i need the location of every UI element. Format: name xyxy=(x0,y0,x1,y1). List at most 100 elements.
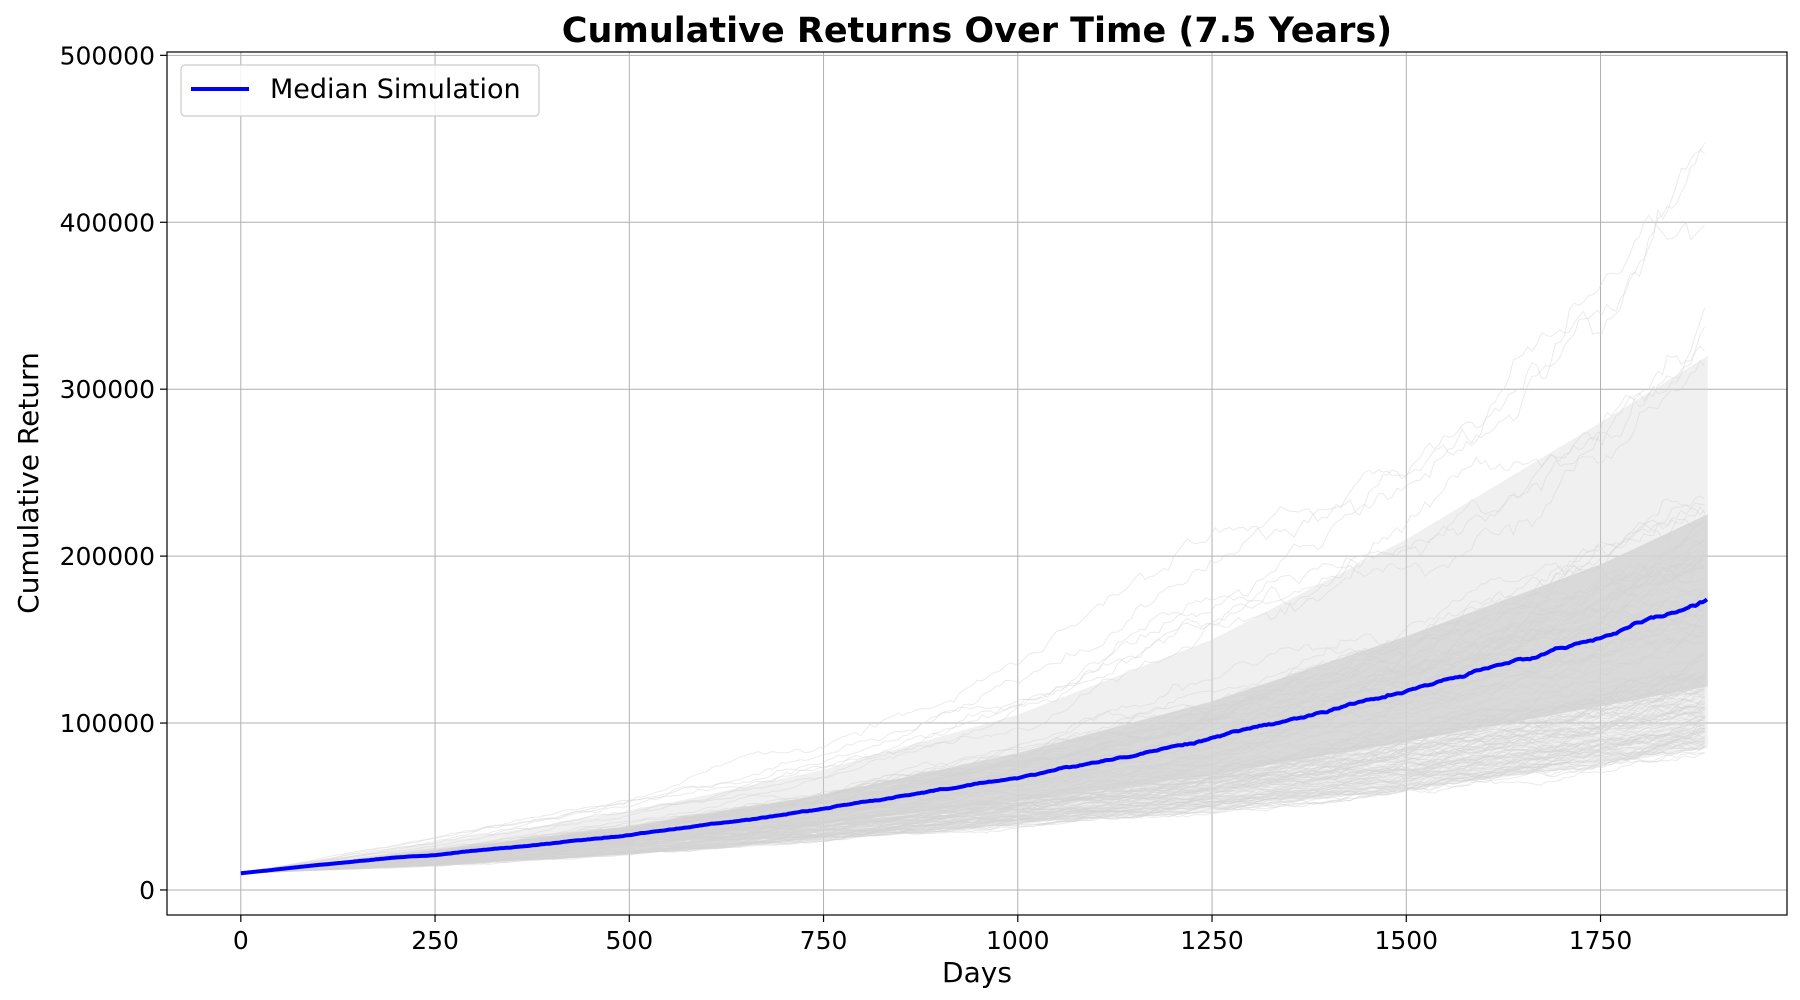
simulation-path xyxy=(240,689,1705,874)
simulation-path xyxy=(240,696,1705,874)
simulation-path xyxy=(240,495,1705,874)
simulation-path xyxy=(240,745,1705,874)
simulation-path xyxy=(240,545,1705,874)
y-axis-label: Cumulative Return xyxy=(12,352,45,614)
simulation-path xyxy=(240,739,1705,874)
simulation-path xyxy=(240,706,1705,874)
simulation-path xyxy=(240,745,1705,874)
y-tick-label: 100000 xyxy=(60,709,155,738)
simulation-path xyxy=(240,627,1705,874)
plot-frame xyxy=(166,51,1788,916)
simulation-path xyxy=(240,730,1705,874)
median-simulation-line xyxy=(240,597,1709,876)
legend-label-median: Median Simulation xyxy=(270,74,521,105)
simulation-path xyxy=(240,558,1705,874)
simulation-path xyxy=(240,715,1705,874)
simulation-path xyxy=(240,731,1705,874)
simulation-path xyxy=(240,727,1705,874)
simulation-path xyxy=(240,698,1705,874)
simulation-path xyxy=(240,653,1705,874)
simulation-path xyxy=(240,724,1705,874)
simulation-path xyxy=(240,659,1705,874)
simulation-path xyxy=(240,727,1705,874)
simulation-path xyxy=(240,677,1705,874)
simulation-path xyxy=(240,651,1705,874)
simulation-path xyxy=(240,740,1705,874)
x-tick-label: 500 xyxy=(605,926,653,955)
simulation-path xyxy=(240,614,1705,874)
simulation-path xyxy=(240,695,1705,874)
simulation-paths xyxy=(240,142,1708,874)
simulation-path xyxy=(240,728,1705,874)
simulation-path xyxy=(240,559,1705,874)
simulation-path xyxy=(240,683,1705,874)
simulation-path xyxy=(240,564,1705,874)
simulation-path xyxy=(240,700,1705,874)
simulation-path xyxy=(240,613,1705,874)
x-axis-ticks: 0 250 500 750 1000 1250 1500 1750 xyxy=(233,915,1632,955)
simulation-path xyxy=(240,716,1705,874)
grid-lines xyxy=(167,52,1787,915)
simulation-path xyxy=(240,514,1706,874)
simulation-path xyxy=(240,707,1705,874)
simulation-path xyxy=(240,538,1705,874)
simulation-path xyxy=(240,700,1705,874)
simulation-path xyxy=(240,752,1705,874)
simulation-path xyxy=(240,588,1705,874)
simulation-path xyxy=(240,542,1705,874)
simulation-path xyxy=(240,715,1705,874)
simulation-path xyxy=(240,345,1705,874)
simulation-path xyxy=(240,752,1705,874)
simulation-path xyxy=(240,723,1705,874)
y-tick-label: 500000 xyxy=(60,41,155,70)
legend-box xyxy=(180,64,540,117)
x-tick-label: 250 xyxy=(411,926,459,955)
simulation-path xyxy=(240,676,1705,874)
x-tick-label: 1000 xyxy=(986,926,1050,955)
simulation-path xyxy=(240,676,1705,874)
simulation-path xyxy=(240,307,1706,874)
x-tick-label: 0 xyxy=(233,926,249,955)
simulation-path xyxy=(240,728,1705,874)
x-axis-label: Days xyxy=(942,956,1012,989)
simulation-path xyxy=(240,326,1706,874)
simulation-path xyxy=(240,737,1705,874)
simulation-path xyxy=(240,689,1705,874)
simulation-path xyxy=(240,733,1705,874)
simulation-path xyxy=(240,629,1705,874)
simulation-path xyxy=(240,684,1705,874)
simulation-path xyxy=(240,655,1705,874)
simulation-path xyxy=(240,142,1706,874)
simulation-path xyxy=(240,712,1705,874)
simulation-path xyxy=(240,506,1706,874)
simulation-path xyxy=(240,711,1705,874)
simulation-path xyxy=(240,715,1705,874)
simulation-path xyxy=(240,673,1705,874)
simulation-path xyxy=(240,746,1705,874)
simulation-path xyxy=(240,741,1705,874)
simulation-path xyxy=(240,673,1705,874)
simulation-path xyxy=(240,724,1705,874)
simulation-path xyxy=(240,550,1705,874)
legend: Median Simulation xyxy=(180,64,540,117)
simulation-path xyxy=(240,723,1705,874)
simulation-path xyxy=(240,709,1705,874)
simulation-path xyxy=(240,527,1705,874)
x-tick-label: 1250 xyxy=(1180,926,1244,955)
simulation-path xyxy=(240,686,1705,874)
simulation-path xyxy=(240,551,1706,874)
simulation-path xyxy=(240,687,1705,874)
simulation-path xyxy=(240,148,1705,874)
simulation-path xyxy=(240,718,1705,874)
simulation-path xyxy=(240,735,1705,874)
plot-area xyxy=(166,51,1788,916)
simulation-path xyxy=(240,359,1705,874)
simulation-path xyxy=(240,696,1705,874)
x-tick-label: 1500 xyxy=(1374,926,1438,955)
simulation-path xyxy=(240,706,1705,874)
simulation-path xyxy=(240,739,1705,874)
y-axis-ticks: 0 100000 200000 300000 400000 500000 xyxy=(60,41,167,905)
simulation-path xyxy=(240,565,1705,874)
simulation-path xyxy=(240,214,1705,874)
simulation-path xyxy=(240,721,1705,874)
